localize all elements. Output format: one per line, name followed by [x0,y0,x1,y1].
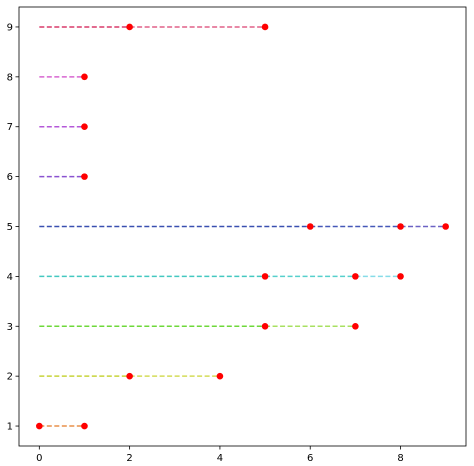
data-point [126,23,133,31]
y-tick-label: 2 [7,372,13,383]
y-tick-label: 8 [7,72,13,83]
data-point [306,223,314,230]
x-tick-label: 0 [36,453,42,464]
data-point [81,173,88,180]
y-tick-label: 6 [7,172,13,183]
data-point [81,422,88,430]
x-tick-label: 6 [307,453,313,464]
y-tick-label: 7 [7,122,13,133]
data-point [81,73,88,81]
data-point [352,273,359,280]
data-point [126,372,133,380]
series-lines [39,26,446,427]
y-tick-label: 9 [7,22,13,33]
series-markers [36,23,449,430]
y-tick-label: 5 [7,222,13,233]
data-point [261,273,269,280]
data-point [397,223,404,230]
x-axis: 0 2 4 6 8 [36,446,404,464]
y-tick-label: 3 [7,322,13,333]
x-tick-label: 8 [397,453,403,464]
data-point [352,322,359,330]
data-point [81,123,88,131]
y-tick-label: 4 [7,272,13,283]
data-point [36,422,43,430]
y-axis: 1 2 3 4 5 6 7 8 9 [7,22,19,433]
data-point [261,23,269,31]
x-tick-label: 4 [217,453,223,464]
data-point [216,372,224,380]
data-point [261,322,269,330]
x-tick-label: 2 [126,453,132,464]
plot-frame [18,6,467,447]
data-point [442,223,449,230]
data-point [397,273,404,280]
y-tick-label: 1 [7,422,13,433]
